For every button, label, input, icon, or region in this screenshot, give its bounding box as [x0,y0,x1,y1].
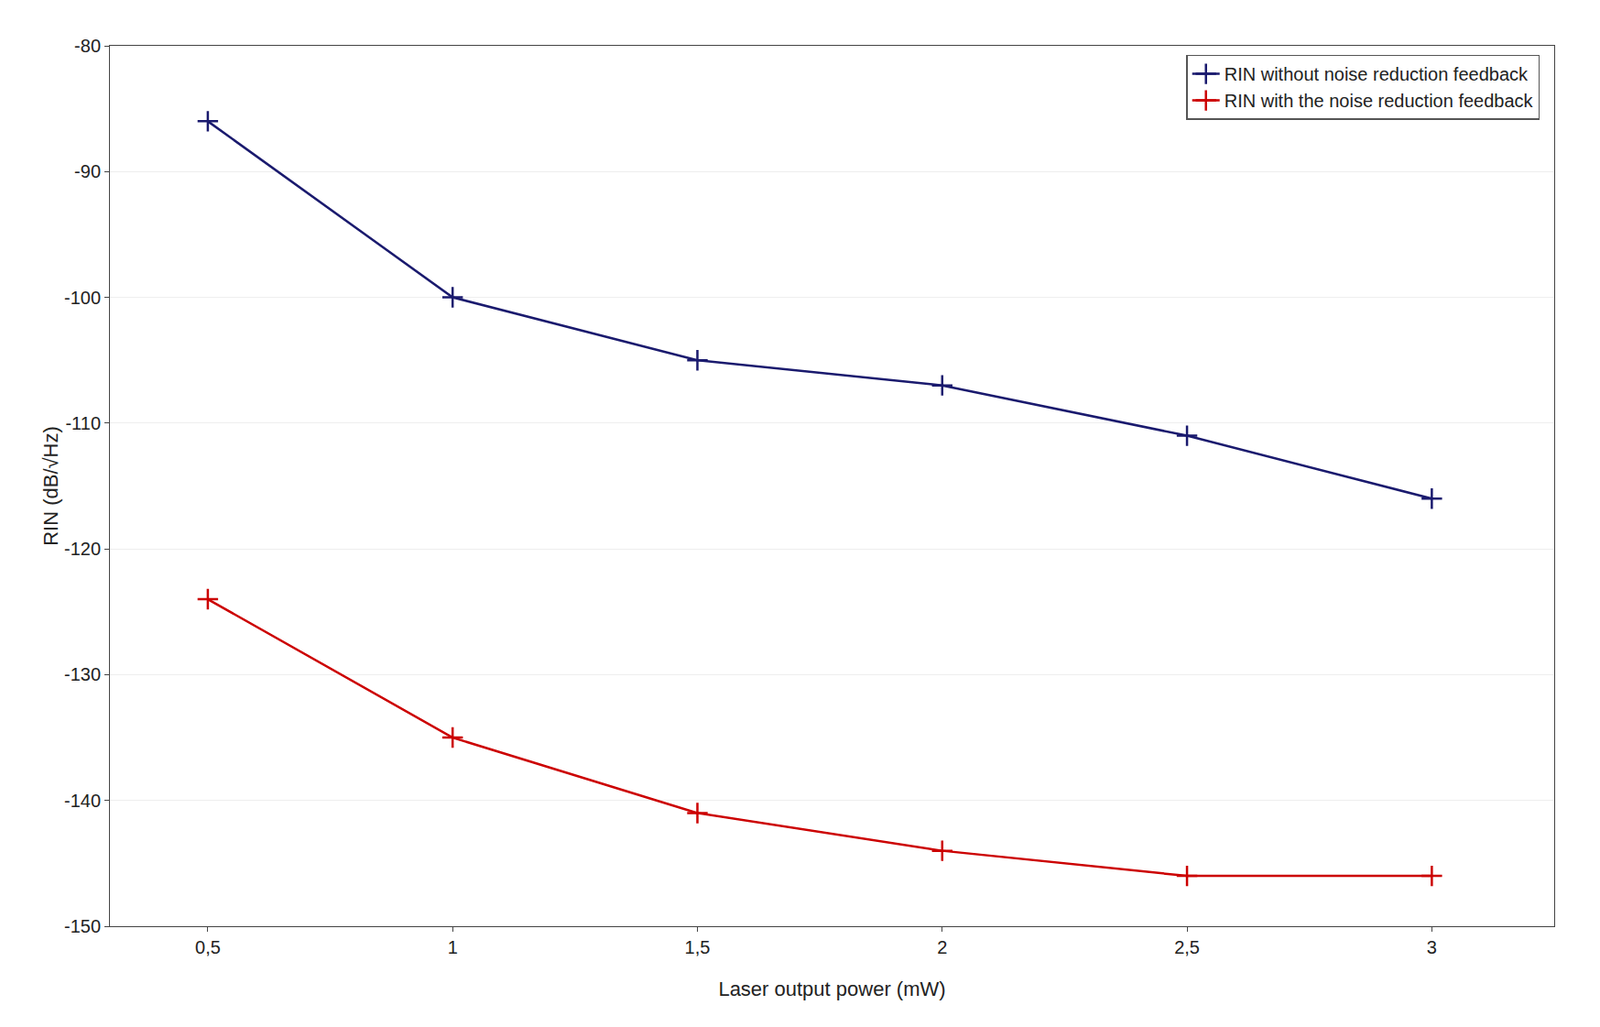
svg-text:-90: -90 [74,161,101,182]
svg-text:RIN (dB/√Hz): RIN (dB/√Hz) [39,425,63,546]
svg-text:-140: -140 [64,790,101,811]
svg-text:-100: -100 [64,287,101,308]
svg-text:2: 2 [936,936,947,958]
svg-text:1,5: 1,5 [685,936,711,958]
svg-text:0,5: 0,5 [195,936,221,958]
svg-text:1: 1 [447,936,458,958]
svg-text:RIN with the noise reduction f: RIN with the noise reduction feedback [1224,90,1535,111]
svg-text:RIN without noise reduction fe: RIN without noise reduction feedback [1224,64,1529,85]
svg-text:-150: -150 [64,915,101,937]
svg-text:-80: -80 [74,35,101,56]
svg-text:3: 3 [1426,936,1437,958]
svg-text:-130: -130 [64,663,101,685]
svg-text:2,5: 2,5 [1174,936,1200,958]
svg-text:-110: -110 [65,413,101,434]
svg-text:Laser output power (mW): Laser output power (mW) [718,977,946,1001]
svg-text:-120: -120 [64,538,101,559]
